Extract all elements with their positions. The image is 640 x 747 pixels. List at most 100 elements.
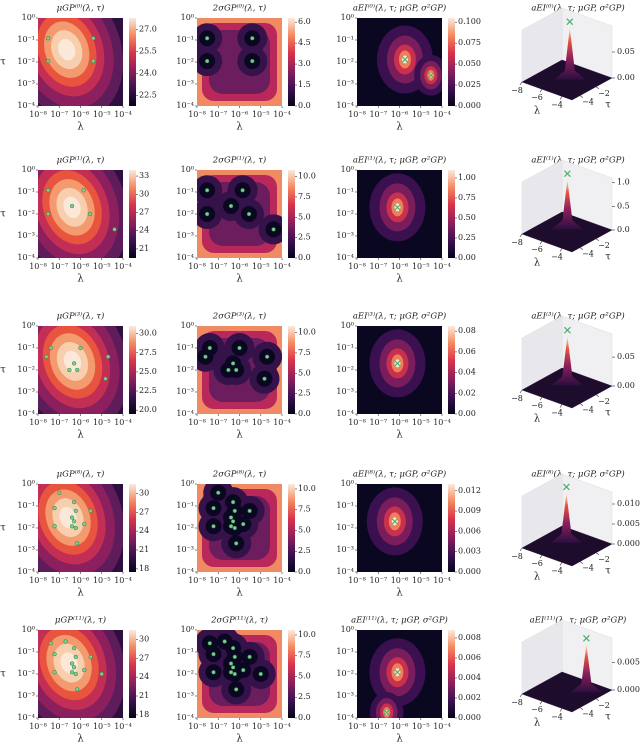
observation-point: [204, 188, 210, 193]
colorbar-tick-label: 20.0: [139, 405, 157, 414]
colorbar-tick-label: 21: [139, 244, 149, 253]
colorbar: [129, 326, 136, 414]
panel-title: 2σGP⁽³⁾(λ, τ): [212, 311, 266, 322]
y-tick-label: 10⁻¹: [176, 501, 194, 510]
y-tick-label: 10⁰: [22, 479, 35, 488]
x-tick-label: −6: [531, 401, 543, 410]
x-tick-label: −8: [511, 238, 523, 247]
x-axis-label: λ: [396, 122, 403, 133]
x-tick-label: 10⁻⁵: [252, 110, 270, 119]
panel-title: μGP⁽¹¹⁾(λ, τ): [55, 615, 106, 626]
x-tick-label: −8: [511, 552, 523, 561]
y-tick-label: 10⁻²: [176, 669, 194, 678]
colorbar-tick-label: 0.075: [458, 38, 481, 47]
maximum-marker: [401, 56, 409, 63]
y-tick-label: −2: [598, 89, 610, 98]
x-tick-label: 10⁻⁶: [231, 110, 249, 119]
colorbar-tick-label: 3.0: [298, 59, 311, 68]
colorbar-tick-label: 0.009: [458, 506, 481, 515]
observation-point: [228, 515, 234, 520]
x-tick-label: 10⁻⁷: [50, 722, 68, 731]
colorbar: [129, 630, 136, 718]
colorbar-tick-label: 30.0: [139, 329, 157, 338]
maximum-marker: [394, 359, 401, 367]
y-tick-label: 10⁻¹: [176, 343, 194, 352]
colorbar-tick-label: 0.0: [298, 409, 311, 418]
x-tick: [519, 389, 523, 394]
observation-point: [88, 654, 93, 660]
colorbar-tick-label: 5.0: [298, 525, 311, 534]
y-tick-label: 10⁻³: [336, 387, 354, 396]
observation-point: [75, 687, 80, 692]
observation-point: [226, 367, 231, 373]
x-tick-label: −4: [551, 566, 563, 575]
observation-point: [75, 367, 80, 373]
colorbar: [129, 484, 136, 572]
y-tick-label: 10⁻³: [336, 79, 354, 88]
x-tick-label: 10⁻⁵: [412, 418, 430, 427]
x-tick-label: 10⁻⁶: [72, 576, 90, 585]
observation-point: [48, 641, 53, 646]
colorbar-tick-label: 2.5: [298, 389, 311, 398]
y-tick-label: 10⁻⁴: [17, 567, 35, 576]
x-tick-label: 10⁻⁵: [93, 262, 111, 271]
y-tick-label: 10⁻⁴: [176, 101, 194, 110]
x-tick-label: −6: [531, 93, 543, 102]
y-axis-label: τ: [0, 669, 6, 680]
x-tick-label: 10⁻⁸: [29, 418, 47, 427]
x-tick-label: 10⁻⁴: [114, 418, 132, 427]
x-axis-label: λ: [534, 718, 541, 729]
y-tick-label: 10⁻²: [336, 365, 354, 374]
y-tick-label: 10⁰: [341, 625, 354, 634]
y-tick-label: 10⁻³: [176, 231, 194, 240]
colorbar-tick-label: 0.0: [298, 567, 311, 576]
x-axis-label: λ: [77, 588, 84, 599]
y-tick-label: 10⁰: [181, 13, 194, 22]
x-tick-label: 10⁻⁷: [209, 110, 227, 119]
colorbar: [448, 18, 455, 106]
observation-point: [241, 667, 246, 673]
maximum-marker: [391, 517, 399, 525]
y-tick-label: 10⁻³: [17, 691, 35, 700]
y-tick-label: 10⁻³: [17, 387, 35, 396]
observation-point: [73, 654, 78, 660]
y-axis-label: τ: [605, 252, 611, 263]
x-tick-label: 10⁻⁷: [209, 262, 227, 271]
colorbar: [448, 326, 455, 414]
x-tick-label: 10⁻⁸: [188, 418, 206, 427]
z-tick-label: 0.000: [617, 539, 640, 548]
x-tick: [519, 81, 523, 86]
x-tick-label: 10⁻⁷: [50, 418, 68, 427]
y-tick-label: 10⁻¹: [17, 647, 35, 656]
observation-point: [237, 345, 242, 351]
y-tick-label: 10⁻⁴: [176, 409, 194, 418]
y-tick: [595, 394, 600, 398]
observation-point: [211, 505, 216, 511]
x-axis-label: λ: [77, 430, 84, 441]
colorbar-tick-label: 0.00: [458, 253, 476, 262]
panel-title: aEI⁽¹⁾(λ, τ; μGP, σ²GP): [353, 155, 446, 166]
x-axis-label: λ: [77, 122, 84, 133]
y-tick: [579, 95, 584, 98]
maximum-marker: [383, 708, 391, 716]
x-tick-label: 10⁻⁵: [412, 576, 430, 585]
y-tick-label: 10⁻¹: [336, 501, 354, 510]
observation-point: [230, 519, 236, 524]
x-tick-label: −8: [511, 698, 523, 707]
observation-point: [67, 367, 72, 373]
colorbar-tick-label: 2.5: [298, 546, 311, 555]
observation-point: [71, 665, 77, 670]
observation-point: [48, 345, 53, 351]
colorbar-tick-label: 21: [139, 691, 149, 700]
colorbar-tick-label: 0.002: [458, 693, 481, 702]
colorbar-tick-label: 24: [139, 526, 149, 535]
y-tick-label: 10⁻²: [17, 523, 35, 532]
x-tick-label: 10⁻⁵: [252, 576, 270, 585]
observation-point: [105, 354, 111, 359]
y-tick-label: 10⁻³: [176, 691, 194, 700]
observation-point: [271, 227, 276, 232]
colorbar-tick-label: 27: [139, 207, 149, 216]
x-tick-label: 10⁻⁸: [29, 262, 47, 271]
x-tick-label: 10⁻⁶: [231, 262, 249, 271]
